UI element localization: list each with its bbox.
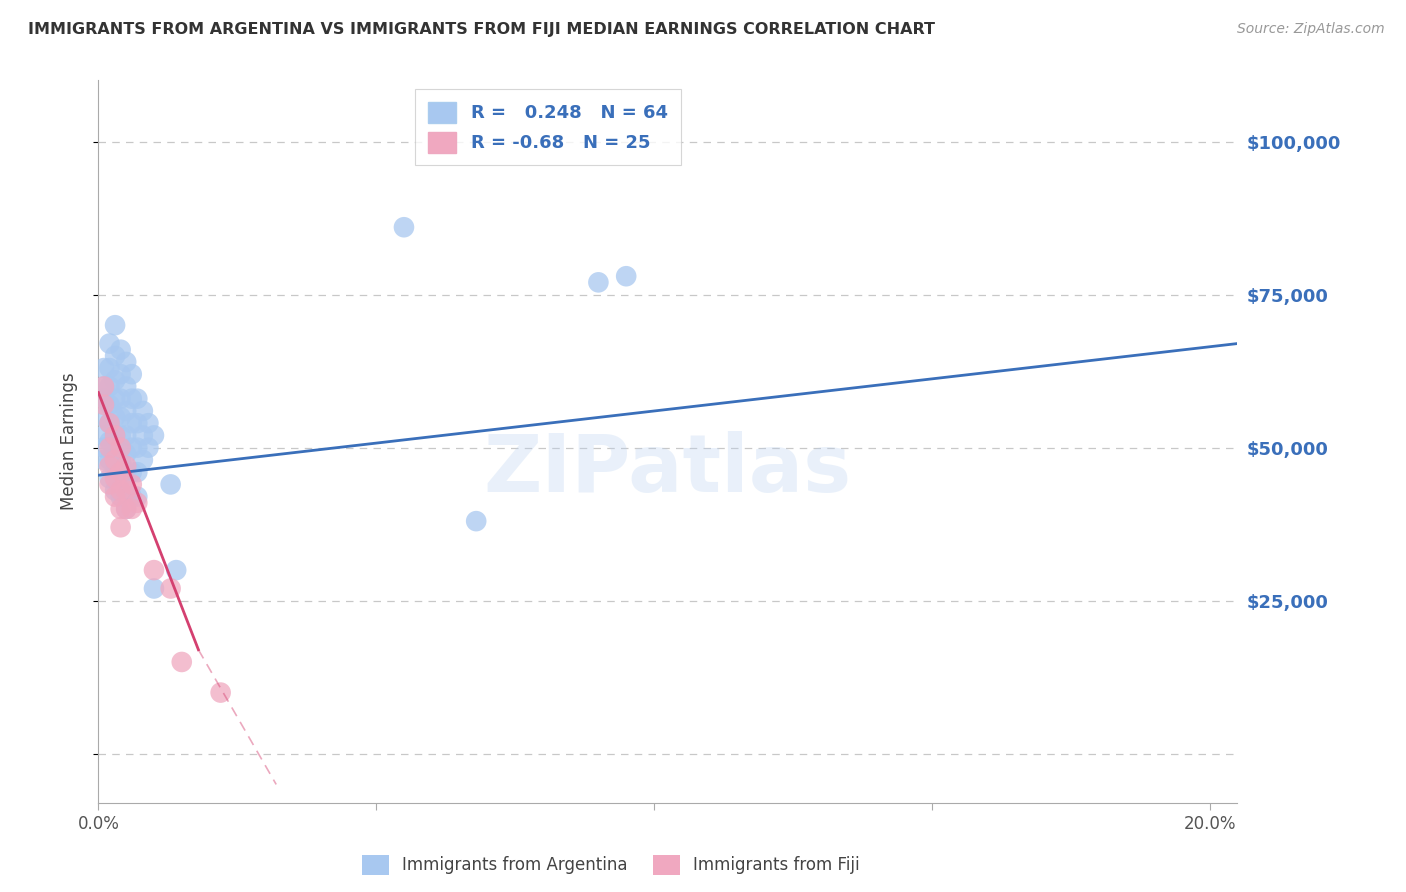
Point (98, 361, 121, 376)
Point (104, 373, 127, 387)
Point (170, 655, 193, 669)
Point (121, 416, 143, 430)
Point (143, 582, 166, 596)
Point (115, 483, 138, 498)
Point (143, 563, 166, 577)
Point (588, 276, 610, 290)
Point (110, 428, 132, 442)
Point (93, 410, 115, 425)
Point (115, 447, 138, 461)
Point (121, 441, 143, 455)
Point (110, 410, 132, 425)
Point (104, 465, 127, 479)
Point (115, 465, 138, 479)
Point (98, 416, 121, 430)
Point (127, 416, 149, 430)
Point (104, 428, 127, 442)
Point (104, 471, 127, 485)
Point (104, 447, 127, 461)
Point (115, 502, 138, 516)
Point (104, 490, 127, 504)
Point (138, 441, 160, 455)
Point (104, 483, 127, 498)
Point (110, 453, 132, 467)
Point (121, 465, 143, 479)
Point (121, 392, 143, 406)
Point (110, 343, 132, 357)
Point (138, 416, 160, 430)
Point (98, 416, 121, 430)
Point (110, 465, 132, 479)
Point (121, 502, 143, 516)
Text: IMMIGRANTS FROM ARGENTINA VS IMMIGRANTS FROM FIJI MEDIAN EARNINGS CORRELATION CH: IMMIGRANTS FROM ARGENTINA VS IMMIGRANTS … (28, 22, 935, 37)
Point (143, 428, 166, 442)
Point (98, 336, 121, 351)
Point (93, 441, 115, 455)
Text: ZIPatlas: ZIPatlas (484, 432, 852, 509)
Point (614, 269, 637, 284)
Point (132, 453, 155, 467)
Point (465, 514, 488, 528)
Point (98, 441, 121, 455)
Point (98, 458, 121, 473)
Point (110, 367, 132, 381)
Point (115, 355, 138, 369)
Point (115, 483, 138, 498)
Point (132, 428, 155, 442)
Point (121, 477, 143, 491)
Point (98, 471, 121, 485)
Point (93, 428, 115, 442)
Point (110, 483, 132, 498)
Point (104, 428, 127, 442)
Point (392, 220, 415, 235)
Point (209, 685, 232, 699)
Point (159, 477, 181, 491)
Point (98, 434, 121, 449)
Point (159, 582, 181, 596)
Legend: R =   0.248   N = 64, R = -0.68   N = 25: R = 0.248 N = 64, R = -0.68 N = 25 (415, 89, 681, 165)
Point (127, 392, 149, 406)
Point (110, 441, 132, 455)
Point (104, 392, 127, 406)
Point (93, 392, 115, 406)
Point (132, 404, 155, 418)
Point (104, 410, 127, 425)
Point (121, 490, 143, 504)
Point (98, 398, 121, 412)
Point (110, 520, 132, 534)
Point (110, 392, 132, 406)
Point (127, 490, 149, 504)
Point (115, 458, 138, 473)
Point (110, 502, 132, 516)
Point (93, 453, 115, 467)
Point (98, 453, 121, 467)
Point (127, 496, 149, 510)
Point (110, 490, 132, 504)
Point (104, 318, 127, 333)
Text: Source: ZipAtlas.com: Source: ZipAtlas.com (1237, 22, 1385, 37)
Point (121, 367, 143, 381)
Point (115, 379, 138, 393)
Point (104, 453, 127, 467)
Point (98, 477, 121, 491)
Point (115, 404, 138, 418)
Point (93, 361, 115, 376)
Point (93, 379, 115, 393)
Point (93, 398, 115, 412)
Point (110, 471, 132, 485)
Point (115, 502, 138, 516)
Point (127, 465, 149, 479)
Point (104, 349, 127, 363)
Y-axis label: Median Earnings: Median Earnings (59, 373, 77, 510)
Point (98, 379, 121, 393)
Point (127, 441, 149, 455)
Point (115, 428, 138, 442)
Point (93, 379, 115, 393)
Point (165, 563, 187, 577)
